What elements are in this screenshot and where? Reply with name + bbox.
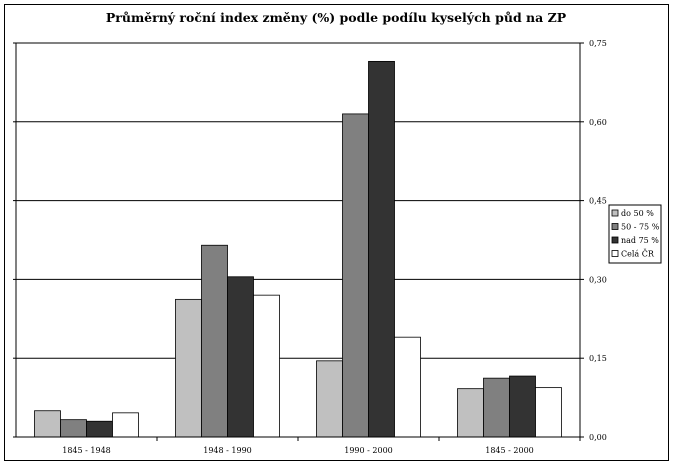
legend-label: Celá ČR xyxy=(621,250,655,259)
y-tick-label: 0,30 xyxy=(589,275,607,284)
bar xyxy=(253,294,280,438)
legend-swatch xyxy=(611,236,619,244)
bar xyxy=(60,419,87,438)
gridlines xyxy=(16,42,580,359)
bar xyxy=(394,336,421,438)
axes xyxy=(13,42,584,441)
legend-label: 50 - 75 % xyxy=(621,223,660,232)
y-tick-label: 0,60 xyxy=(589,118,607,127)
legend-swatch xyxy=(611,223,619,230)
bar xyxy=(483,377,510,438)
bar xyxy=(227,276,254,438)
bar xyxy=(457,388,484,438)
legend-label: do 50 % xyxy=(621,209,654,218)
bars xyxy=(34,60,562,438)
bar xyxy=(535,387,562,438)
x-tick-label: 1845 - 2000 xyxy=(485,446,534,455)
bar xyxy=(509,375,536,438)
y-tick-label: 0,75 xyxy=(589,39,607,48)
chart-title: Průměrný roční index změny (%) podle pod… xyxy=(106,10,567,25)
bar xyxy=(34,410,61,438)
bar xyxy=(368,60,395,438)
bar xyxy=(201,244,228,438)
y-tick-label: 0,15 xyxy=(589,354,607,363)
legend-swatch xyxy=(611,250,619,257)
y-tick-label: 0,00 xyxy=(589,433,607,442)
y-tick-labels: 0,00 0,15 0,30 0,45 0,60 0,75 xyxy=(589,39,607,442)
y-tick-label: 0,45 xyxy=(589,197,607,206)
bar xyxy=(175,298,202,438)
x-tick-label: 1990 - 2000 xyxy=(344,446,393,455)
bar xyxy=(112,412,139,438)
legend-swatch xyxy=(611,209,619,217)
legend-label: nad 75 % xyxy=(621,236,659,245)
x-tick-label: 1845 - 1948 xyxy=(62,446,111,455)
bar xyxy=(86,420,113,438)
x-tick-labels: 1845 - 1948 1948 - 1990 1990 - 2000 1845 - … xyxy=(62,446,534,455)
bar xyxy=(316,360,343,438)
legend: do 50 % 50 - 75 % nad 75 % Celá ČR xyxy=(608,204,662,264)
bar xyxy=(342,113,369,438)
x-tick-label: 1948 - 1990 xyxy=(203,446,252,455)
